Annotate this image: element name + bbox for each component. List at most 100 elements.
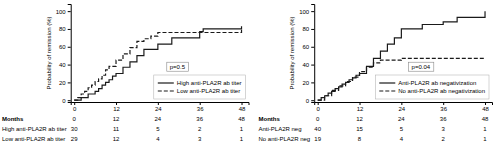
tick: 48 <box>239 102 246 112</box>
risk-time: 12 <box>113 116 120 122</box>
risk-count: 2 <box>442 136 446 142</box>
y-axis-title: Probability of remission (%) <box>289 16 295 89</box>
tick: 60 <box>303 44 315 50</box>
chart: 012243648020406080100Probability of remi… <box>0 0 500 146</box>
tick-label: 20 <box>59 80 66 86</box>
tick-label: 20 <box>303 80 310 86</box>
tick: 36 <box>197 102 204 112</box>
risk-header: Months <box>259 116 281 122</box>
axis-line <box>315 103 493 106</box>
tick-label: 24 <box>155 106 162 112</box>
tick: 12 <box>113 102 120 112</box>
tick-mark <box>360 102 361 105</box>
risk-count: 12 <box>113 136 120 142</box>
risk-header: Months <box>2 116 24 122</box>
risk-count: 15 <box>356 126 363 132</box>
tick: 0 <box>306 98 314 104</box>
risk-count: 40 <box>314 126 321 132</box>
tick: 40 <box>59 62 71 68</box>
risk-row-label: Low anti-PLA2R ab titer <box>2 136 65 142</box>
risk-count: 30 <box>71 126 78 132</box>
risk-count: 1 <box>240 126 244 132</box>
tick-mark <box>311 47 314 48</box>
tick-mark <box>68 11 71 12</box>
risk-time: 12 <box>356 116 363 122</box>
risk-count: 11 <box>113 126 120 132</box>
tick-label: 12 <box>113 106 120 112</box>
x-axis: 0 12 24 36 48 <box>71 102 249 112</box>
risk-count: 4 <box>400 136 404 142</box>
tick: 20 <box>303 80 315 86</box>
annotation-text: p=0.04 <box>412 64 431 70</box>
risk-count: 1 <box>240 136 244 142</box>
risk-time: 48 <box>238 116 245 122</box>
legend: High anti-PLA2R ab titer Low anti-PLA2R a… <box>154 75 246 99</box>
risk-count: 5 <box>156 126 160 132</box>
tick: 0 <box>73 102 77 112</box>
legend-label: High anti-PLA2R ab titer <box>177 80 242 86</box>
risk-time: 24 <box>398 116 405 122</box>
y-axis: 020406080100 <box>56 5 72 104</box>
tick: 40 <box>303 62 315 68</box>
legend-box <box>375 75 489 99</box>
tick-label: 80 <box>303 26 310 32</box>
tick: 0 <box>317 102 321 112</box>
annotation-box <box>409 62 434 71</box>
panel: 012243648020406080100Probability of remi… <box>289 5 492 113</box>
legend-swatch <box>379 90 395 91</box>
tick-mark <box>74 102 75 105</box>
risk-row-label: Anti-PLA2R neg <box>259 126 302 132</box>
x-axis: 012243648 <box>315 102 493 112</box>
tick-label: 0 <box>73 106 77 112</box>
tick-mark <box>485 102 486 105</box>
tick-mark <box>158 102 159 105</box>
tick: 0 <box>62 98 70 104</box>
tick-mark <box>242 102 243 105</box>
tick-label: 100 <box>56 9 67 15</box>
risk-count: 5 <box>400 126 404 132</box>
y-axis: 0 20 40 60 80 100 <box>299 5 315 104</box>
legend-box <box>154 75 246 99</box>
tick-label: 60 <box>59 44 66 50</box>
risk-count: 3 <box>442 126 446 132</box>
risk-count: 1 <box>483 126 487 132</box>
legend-label: Low anti-PLA2R ab titer <box>177 88 240 94</box>
tick-label: 60 <box>303 44 310 50</box>
tick: 24 <box>399 102 406 112</box>
risk-time: 36 <box>196 116 203 122</box>
tick-label: 12 <box>357 106 364 112</box>
risk-count: 3 <box>198 136 202 142</box>
tick: 80 <box>303 26 315 32</box>
y-axis-title: Probability of remission (%) <box>46 16 52 89</box>
tick-mark <box>200 102 201 105</box>
legend-swatch <box>158 90 174 91</box>
tick: 100 <box>299 9 314 15</box>
tick-label: 100 <box>299 9 310 15</box>
tick-mark <box>311 100 314 101</box>
risk-time: 0 <box>316 116 320 122</box>
tick-mark <box>311 29 314 30</box>
legend-label: No anti-PLA2R ab negativization <box>398 88 485 94</box>
tick-mark <box>318 102 319 105</box>
axis-line <box>311 5 315 103</box>
tick-mark <box>401 102 402 105</box>
tick-mark <box>68 100 71 101</box>
tick-label: 0 <box>317 106 321 112</box>
legend: Anti-PLA2R ab negativizationNo anti-PLA2… <box>375 75 489 99</box>
km-curve <box>318 58 485 100</box>
tick-mark <box>68 29 71 30</box>
axis-line <box>68 5 72 103</box>
risk-count: 29 <box>71 136 78 142</box>
tick-mark <box>116 102 117 105</box>
tick-label: 0 <box>62 98 66 104</box>
tick-label: 0 <box>306 98 310 104</box>
risk-row-label: No anti-PLA2R neg <box>259 136 311 142</box>
risk-count: 19 <box>314 136 321 142</box>
risk-time: 36 <box>440 116 447 122</box>
annotation: p=0.5 <box>167 62 189 71</box>
risk-row-label: High anti-PLA2R ab titer <box>2 126 67 132</box>
tick: 48 <box>482 102 489 112</box>
risk-table: Months012243648Anti-PLA2R neg4015531No a… <box>259 116 490 142</box>
tick: 12 <box>357 102 364 112</box>
panel: 012243648020406080100Probability of remi… <box>46 5 249 113</box>
